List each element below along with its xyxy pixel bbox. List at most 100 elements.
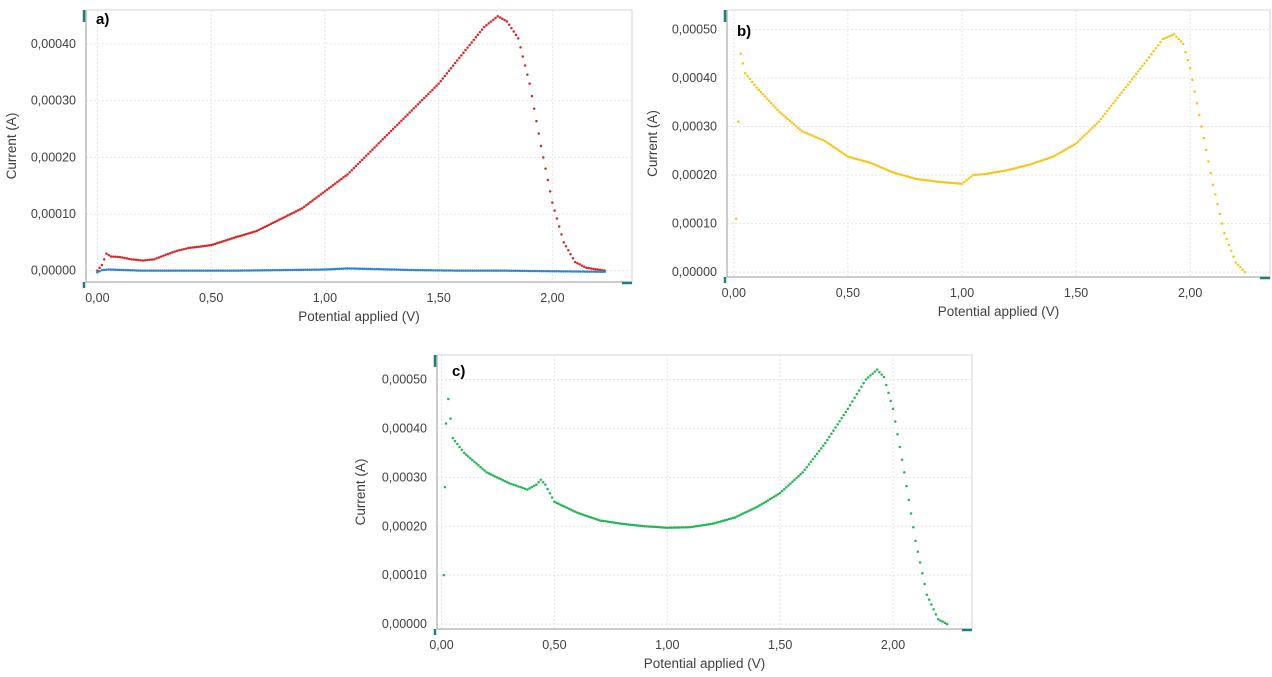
data-point	[412, 268, 415, 272]
data-point	[395, 268, 398, 271]
data-point	[533, 269, 537, 273]
data-point	[416, 268, 420, 272]
data-point	[396, 123, 399, 127]
data-point	[1116, 96, 1119, 100]
data-point	[1047, 156, 1051, 160]
data-point	[360, 267, 364, 271]
data-point	[514, 484, 518, 487]
data-point	[925, 179, 928, 182]
data-point	[211, 243, 215, 246]
data-point	[362, 156, 366, 160]
data-point	[535, 269, 539, 273]
data-point	[785, 486, 788, 489]
data-point	[398, 121, 401, 125]
data-point	[375, 144, 378, 147]
data-point	[588, 270, 591, 273]
data-point	[778, 491, 782, 495]
data-point	[458, 56, 461, 60]
data-point	[1159, 40, 1162, 44]
data-point	[208, 269, 212, 272]
data-point	[282, 268, 285, 272]
data-point	[555, 270, 558, 273]
data-point	[224, 239, 227, 242]
data-point	[496, 14, 500, 18]
data-point	[637, 524, 640, 527]
data-point	[134, 258, 138, 262]
data-point	[350, 168, 354, 172]
data-point	[424, 94, 428, 98]
data-point	[180, 248, 183, 251]
data-point	[588, 515, 591, 519]
y-axis-label: Current (A)	[645, 110, 660, 177]
data-point	[128, 268, 132, 272]
data-point	[531, 269, 535, 273]
data-point	[523, 64, 527, 67]
data-point	[152, 269, 155, 272]
data-point	[507, 269, 511, 272]
data-point	[280, 268, 283, 272]
data-point	[1037, 160, 1040, 163]
data-point	[1101, 115, 1105, 118]
data-point	[746, 74, 749, 78]
data-point	[979, 173, 982, 176]
data-point	[1204, 148, 1208, 152]
data-point	[301, 268, 305, 272]
data-point	[1022, 164, 1026, 168]
data-point	[121, 256, 124, 259]
data-point	[772, 495, 776, 498]
data-point	[1031, 162, 1034, 165]
data-point	[643, 525, 646, 528]
data-point	[694, 525, 698, 528]
data-point	[169, 269, 173, 272]
data-point	[480, 28, 484, 31]
chart-panel-a: 0,00 0,50 1,00 1,50 2,00 0,00000 0,00010 0,0002…	[4, 9, 633, 324]
data-point	[317, 268, 320, 271]
data-point	[184, 247, 188, 250]
data-point	[848, 403, 852, 407]
data-point	[447, 69, 451, 73]
data-point	[178, 269, 181, 272]
data-point	[1103, 112, 1107, 115]
data-point	[544, 269, 548, 273]
data-point	[803, 468, 806, 472]
data-point	[358, 160, 362, 164]
data-point	[367, 267, 370, 271]
data-point	[228, 237, 231, 241]
data-point	[449, 417, 452, 420]
data-point	[598, 268, 602, 272]
data-point	[141, 269, 145, 272]
data-point	[167, 269, 171, 272]
data-point	[1161, 37, 1165, 41]
data-point	[896, 172, 899, 176]
data-point	[441, 77, 445, 80]
data-point	[517, 485, 520, 488]
data-point	[494, 269, 498, 272]
data-point	[340, 177, 343, 181]
data-point	[557, 270, 561, 273]
data-point	[462, 269, 465, 272]
data-point	[819, 447, 823, 450]
data-point	[175, 249, 179, 253]
data-point	[323, 268, 327, 271]
data-point	[271, 268, 275, 272]
data-point	[146, 258, 149, 262]
data-point	[925, 593, 929, 596]
data-point	[903, 471, 906, 474]
data-point	[410, 268, 413, 272]
x-tick-label: 1,50	[426, 291, 450, 305]
data-point	[420, 98, 424, 102]
x-tick-label: 0,00	[722, 286, 746, 300]
data-point	[416, 103, 420, 106]
data-point	[535, 483, 538, 486]
data-point	[356, 162, 360, 166]
data-point	[473, 460, 476, 463]
data-point	[442, 573, 446, 577]
data-point	[391, 127, 395, 131]
data-point	[213, 269, 216, 272]
data-point	[555, 217, 559, 220]
data-point	[1016, 166, 1020, 169]
data-point	[793, 478, 796, 482]
y-axis-label: Current (A)	[4, 113, 19, 180]
data-point	[1058, 151, 1061, 155]
data-point	[559, 503, 562, 506]
